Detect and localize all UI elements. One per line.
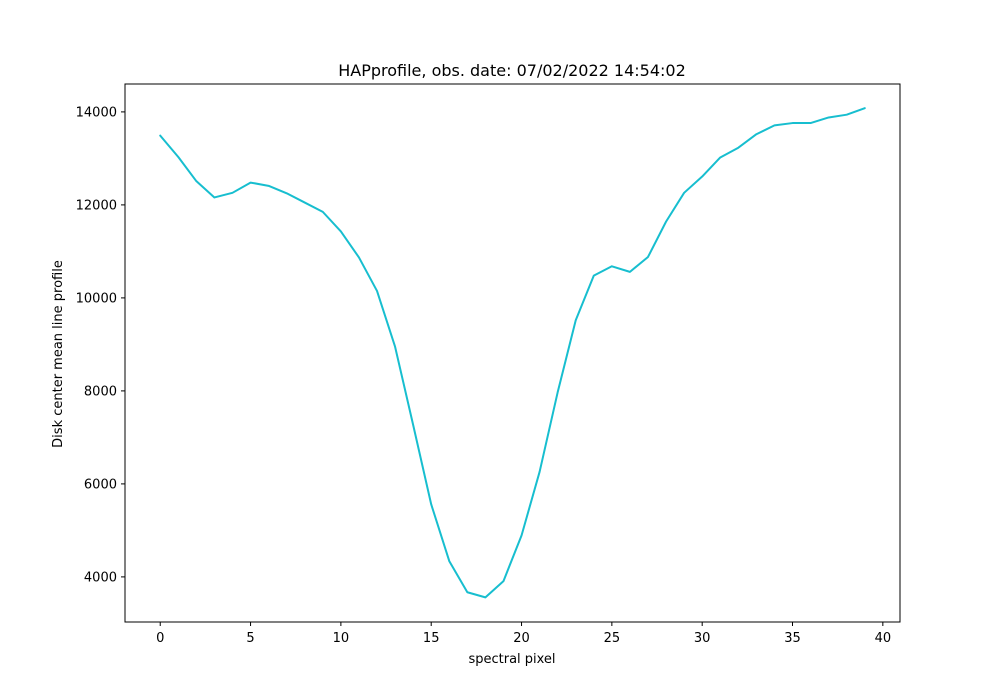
y-axis-ticks: 4000 6000 8000 10000 12000 14000 xyxy=(76,105,125,585)
y-tick-label: 12000 xyxy=(76,198,117,213)
y-axis-label: Disk center mean line profile xyxy=(51,260,66,448)
x-tick-label: 10 xyxy=(333,631,350,646)
x-axis-ticks: 0 5 10 15 20 25 30 35 40 xyxy=(156,622,891,646)
x-tick-label: 40 xyxy=(875,631,892,646)
chart-title: HAPprofile, obs. date: 07/02/2022 14:54:… xyxy=(338,61,686,80)
axes-frame xyxy=(124,83,901,623)
x-tick-label: 30 xyxy=(694,631,711,646)
x-tick-label: 20 xyxy=(513,631,530,646)
x-tick-label: 0 xyxy=(156,631,164,646)
plot-area xyxy=(159,107,866,599)
y-tick-label: 4000 xyxy=(84,570,117,585)
series-line xyxy=(159,107,866,599)
x-tick-label: 5 xyxy=(246,631,254,646)
x-tick-label: 35 xyxy=(784,631,801,646)
x-tick-label: 15 xyxy=(423,631,440,646)
y-tick-label: 8000 xyxy=(84,384,117,399)
x-tick-label: 25 xyxy=(604,631,621,646)
y-tick-label: 14000 xyxy=(76,105,117,120)
y-tick-label: 10000 xyxy=(76,291,117,306)
y-tick-label: 6000 xyxy=(84,477,117,492)
x-axis-label: spectral pixel xyxy=(468,652,555,667)
